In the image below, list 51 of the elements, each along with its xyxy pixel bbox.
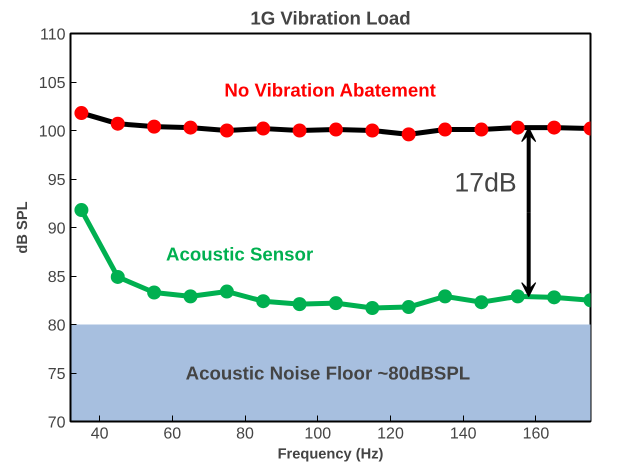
point [474,295,488,310]
annotation: 17dB [454,168,517,198]
chart-title: 1G Vibration Load [250,8,411,28]
x-tick-label: 140 [450,426,477,442]
y-tick-label: 100 [38,124,66,140]
x-tick-label: 160 [522,426,550,442]
y-axis-title: dB SPL [14,201,31,254]
x-tick-label: 40 [90,426,109,442]
y-tick-label: 75 [48,366,66,383]
x-tick-label: 120 [377,426,404,442]
point [74,203,88,218]
x-tick-label: 100 [304,426,332,442]
point [147,120,162,134]
point [184,289,198,304]
series-label: No Vibration Abatement [224,80,436,101]
point [402,127,416,142]
point [292,124,307,138]
point [402,300,416,314]
y-tick-label: 80 [48,318,66,334]
point [510,120,525,135]
y-tick-label: 105 [38,75,66,92]
point [547,290,562,304]
y-tick-label: 90 [48,220,66,238]
point [547,120,562,135]
point [74,106,88,120]
point [110,270,125,284]
point [220,284,234,299]
point [438,122,452,137]
point [256,122,270,136]
point [184,120,198,135]
point [110,116,125,131]
point [438,289,452,304]
point [474,122,488,137]
x-tick-label: 60 [163,426,182,442]
point [365,124,380,138]
x-tick-label: 80 [236,426,254,442]
point [510,289,525,304]
band-label: Acoustic Noise Floor ~80dBSPL [186,362,470,384]
point [220,124,234,138]
x-axis-title: Frequency (Hz) [278,446,384,462]
point [147,286,162,300]
point [292,297,307,312]
y-tick-label: 95 [48,172,66,189]
point [365,301,380,315]
point [328,296,343,310]
point [256,294,270,308]
y-tick-label: 70 [48,414,66,432]
y-tick-label: 85 [48,269,66,286]
point [328,122,343,137]
y-tick-label: 110 [40,26,66,44]
series-label: Acoustic Sensor [166,244,314,265]
